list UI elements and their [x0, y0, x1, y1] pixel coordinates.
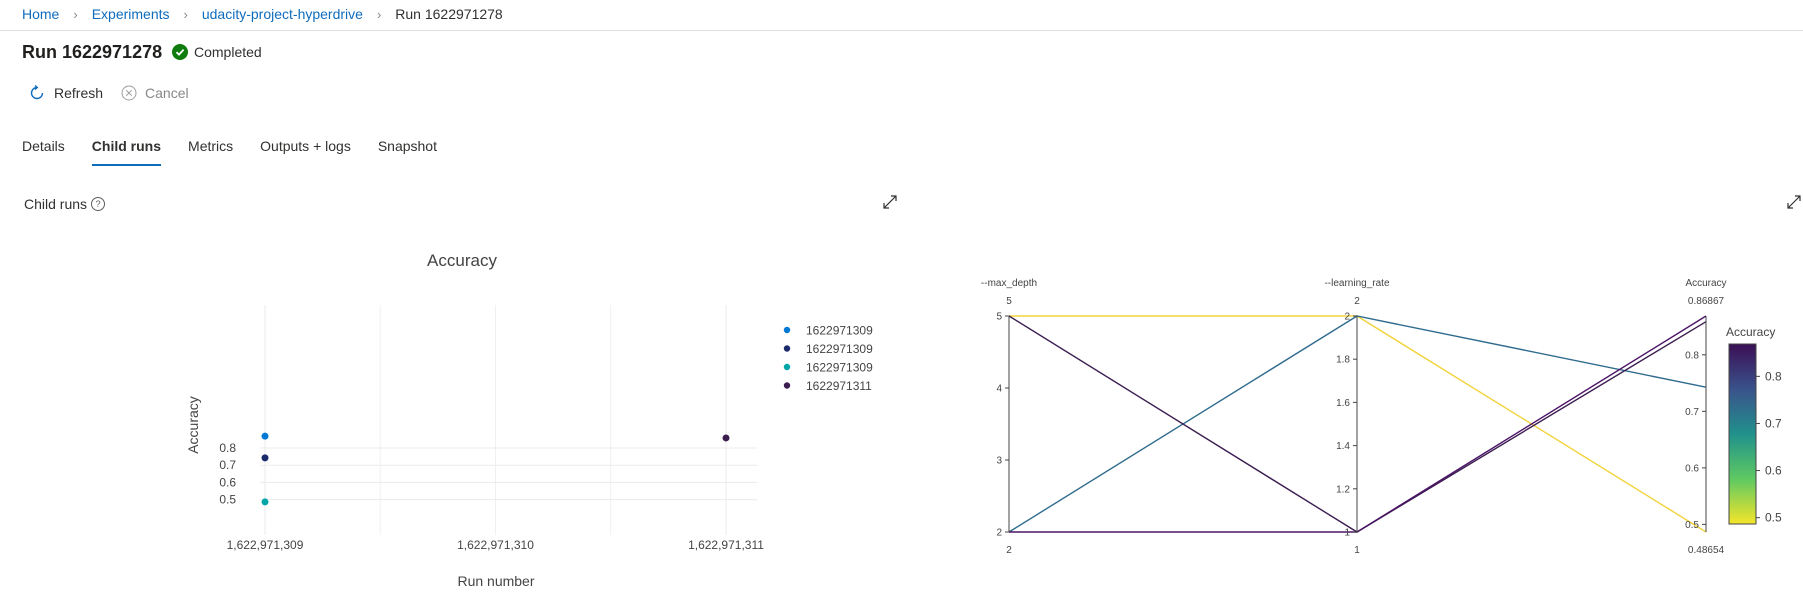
pc-tick-label: 2 — [1344, 312, 1350, 323]
breadcrumb-home[interactable]: Home — [22, 6, 60, 22]
pc-tick-label: 0.6 — [1685, 463, 1699, 474]
tab-outputs-logs[interactable]: Outputs + logs — [260, 138, 351, 154]
legend-label: 1622971309 — [806, 324, 873, 338]
pc-axis-bottom-label: 2 — [1006, 545, 1012, 556]
tab-bar: Details Child runs Metrics Outputs + log… — [22, 138, 464, 166]
pc-tick-label: 1.6 — [1336, 398, 1350, 409]
colorbar-title: Accuracy — [1726, 325, 1775, 339]
y-tick-label: 0.5 — [219, 493, 236, 507]
pc-axis-bottom-label: 1 — [1354, 545, 1360, 556]
refresh-label: Refresh — [54, 85, 104, 101]
tab-child-runs[interactable]: Child runs — [91, 138, 162, 166]
expand-icon[interactable] — [882, 194, 898, 210]
colorbar-tick-label: 0.7 — [1765, 416, 1782, 430]
pc-axis-top-label: 5 — [1006, 296, 1012, 307]
chevron-right-icon: › — [376, 6, 382, 22]
tab-details[interactable]: Details — [22, 138, 65, 154]
section-label: Child runs — [24, 196, 88, 212]
data-point — [722, 434, 730, 442]
y-tick-label: 0.7 — [219, 458, 236, 472]
legend-marker — [783, 326, 791, 334]
page-title: Run 1622971278 — [22, 42, 163, 62]
refresh-button[interactable]: Refresh — [28, 84, 103, 102]
pc-tick-label: 4 — [996, 384, 1002, 395]
breadcrumb-experiment[interactable]: udacity-project-hyperdrive — [201, 6, 363, 22]
data-point — [261, 432, 269, 440]
tab-metrics[interactable]: Metrics — [188, 138, 234, 154]
pc-axis-title: --max_depth — [981, 278, 1037, 289]
legend-label: 1622971309 — [806, 361, 873, 375]
pc-tick-label: 1.8 — [1336, 355, 1350, 366]
section-title: Child runs ? — [24, 196, 106, 212]
accuracy-scatter-chart: Accuracy 1,622,971,309 1,622,971,310 1,622,… — [185, 251, 873, 589]
pc-tick-label: 1 — [1344, 528, 1350, 539]
divider — [0, 30, 1803, 31]
breadcrumb: Home › Experiments › udacity-project-hyp… — [22, 6, 503, 22]
pc-tick-label: 1.4 — [1336, 441, 1350, 452]
refresh-icon — [30, 84, 44, 100]
pc-axis-title: Accuracy — [1685, 278, 1726, 289]
pc-tick-label: 0.5 — [1685, 520, 1699, 531]
cancel-button[interactable]: Cancel — [121, 85, 189, 101]
y-tick-label: 0.6 — [219, 475, 236, 489]
pc-axis-top-label: 0.86867 — [1688, 296, 1725, 307]
toolbar: Refresh Cancel — [28, 84, 207, 102]
expand-icon[interactable] — [1786, 194, 1802, 210]
y-tick-label: 0.8 — [219, 441, 236, 455]
pc-tick-label: 5 — [996, 312, 1002, 323]
pc-axis-title: --learning_rate — [1324, 278, 1389, 289]
x-axis-label: Run number — [457, 573, 534, 589]
cancel-label: Cancel — [145, 85, 189, 101]
status-label: Completed — [194, 44, 262, 60]
cancel-icon — [121, 85, 137, 101]
chart-title: Accuracy — [427, 251, 497, 270]
legend-marker — [783, 382, 791, 389]
data-point — [261, 498, 269, 506]
x-tick-label: 1,622,971,311 — [688, 538, 764, 552]
legend-label: 1622971311 — [806, 379, 872, 393]
colorbar-tick-label: 0.5 — [1765, 511, 1782, 525]
colorbar-tick-label: 0.8 — [1765, 369, 1782, 383]
legend-marker — [783, 363, 791, 371]
pc-tick-label: 3 — [996, 456, 1002, 467]
pc-tick-label: 0.7 — [1685, 407, 1699, 418]
x-tick-label: 1,622,971,310 — [457, 538, 534, 552]
pc-tick-label: 2 — [996, 528, 1002, 539]
y-axis-label: Accuracy — [185, 396, 201, 454]
tab-snapshot[interactable]: Snapshot — [377, 138, 437, 154]
legend-marker — [783, 345, 791, 352]
x-tick-label: 1,622,971,309 — [227, 538, 304, 552]
pc-axis-bottom-label: 0.48654 — [1688, 545, 1725, 556]
chevron-right-icon: › — [183, 6, 188, 22]
breadcrumb-current: Run 1622971278 — [395, 6, 503, 22]
colorbar-tick-label: 0.6 — [1765, 464, 1782, 478]
data-point — [261, 454, 269, 462]
check-circle-icon — [172, 44, 188, 60]
help-icon[interactable]: ? — [91, 197, 106, 211]
breadcrumb-experiments[interactable]: Experiments — [91, 6, 170, 22]
pc-tick-label: 0.8 — [1685, 350, 1699, 361]
chevron-right-icon: › — [73, 6, 78, 22]
pc-axis-top-label: 2 — [1354, 296, 1360, 307]
legend-label: 1622971309 — [806, 342, 873, 356]
colorbar — [1728, 343, 1757, 525]
pc-tick-label: 1.2 — [1336, 484, 1350, 495]
status-badge: Completed — [172, 44, 262, 60]
